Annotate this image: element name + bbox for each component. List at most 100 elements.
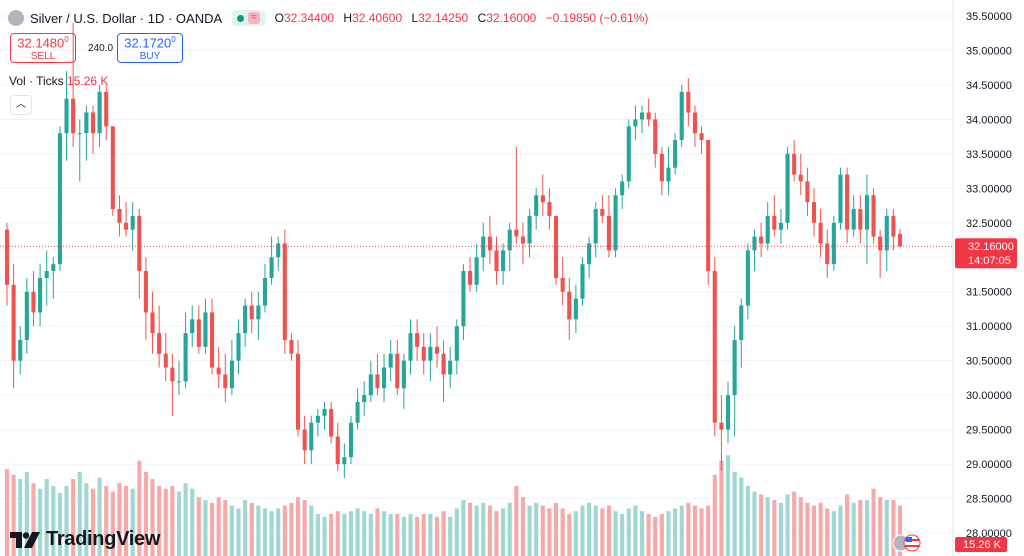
- volume-bar: [752, 491, 757, 556]
- volume-bar: [845, 494, 850, 556]
- candle-body: [600, 209, 605, 216]
- volume-bar: [811, 505, 817, 556]
- volume-bar: [223, 500, 228, 556]
- candle-body: [838, 174, 843, 223]
- y-tick-label: 29.50000: [966, 425, 1012, 437]
- volume-bar: [24, 472, 29, 556]
- candle-body: [282, 243, 287, 340]
- volume-bar: [84, 483, 89, 556]
- symbol-title[interactable]: Silver / U.S. Dollar · 1D · OANDA: [30, 10, 223, 26]
- candle-body: [236, 333, 241, 361]
- price-axis[interactable]: 35.50000 35.00000 34.50000 34.00000 33.50000…: [952, 0, 1024, 556]
- candle-body: [381, 367, 387, 389]
- volume-bar: [64, 486, 69, 556]
- volume-bar: [831, 511, 836, 556]
- candle-body: [467, 271, 473, 285]
- candle-body: [362, 395, 367, 403]
- candle-body: [415, 333, 420, 347]
- candle-body: [831, 222, 836, 265]
- candle-body: [567, 291, 572, 320]
- volume-bar: [302, 500, 307, 556]
- volume-bar: [71, 479, 76, 556]
- volume-last-box: [955, 537, 1007, 552]
- volume-bar: [381, 511, 387, 556]
- volume-bar: [507, 502, 512, 556]
- volume-bar: [686, 502, 691, 556]
- collapse-legend-button[interactable]: ︿: [10, 95, 32, 115]
- volume-bar: [527, 505, 532, 556]
- candle-body: [421, 346, 426, 361]
- candle-body: [560, 277, 565, 292]
- candle-body: [593, 209, 598, 244]
- volume-bar: [725, 455, 731, 556]
- tradingview-wordmark: TradingView: [46, 528, 161, 550]
- volume-bar: [256, 505, 261, 556]
- volume-bar: [745, 486, 750, 556]
- volume-bar: [57, 493, 62, 556]
- volume-bars: [4, 455, 903, 556]
- candle-body: [785, 153, 790, 223]
- volume-bar: [124, 486, 129, 556]
- candle-body: [441, 353, 446, 375]
- volume-bar: [38, 488, 43, 556]
- candle-body: [646, 112, 651, 120]
- candle-body: [520, 236, 526, 244]
- volume-bar: [679, 505, 684, 556]
- tradingview-logo[interactable]: TradingView: [10, 528, 160, 551]
- volume-bar: [315, 514, 320, 556]
- volume-bar: [540, 505, 545, 556]
- candle-body: [309, 422, 314, 451]
- volume-legend[interactable]: Vol · Ticks 15.26 K: [9, 74, 108, 88]
- candle-body: [871, 195, 876, 237]
- candle-body: [481, 236, 486, 258]
- volume-bar: [355, 508, 360, 556]
- volume-bar: [474, 505, 479, 556]
- change-value: −0.19850 (−0.61%): [545, 11, 649, 25]
- volume-bar: [44, 479, 49, 556]
- candle-body: [659, 153, 664, 182]
- candle-body: [269, 257, 274, 278]
- candle-body: [666, 167, 671, 182]
- candle-body: [752, 236, 757, 251]
- candle-body: [679, 91, 684, 141]
- volume-bar: [620, 514, 625, 556]
- candle-body: [864, 195, 869, 230]
- volume-bar: [196, 497, 201, 556]
- volume-bar: [269, 511, 274, 556]
- y-tick-label: 35.00000: [966, 45, 1012, 57]
- volume-bar: [613, 511, 618, 556]
- candle-body: [825, 243, 830, 265]
- volume-bar: [481, 502, 486, 556]
- volume-bar: [553, 502, 559, 556]
- volume-bar: [580, 505, 585, 556]
- candle-body: [891, 215, 896, 237]
- volume-bar: [501, 508, 506, 556]
- volume-bar: [276, 508, 281, 556]
- volume-bar: [322, 516, 327, 556]
- buy-button[interactable]: 32.17200 BUY: [117, 33, 183, 63]
- volume-last-label: 15.26 K: [963, 539, 1002, 551]
- candle-body: [639, 112, 645, 120]
- high-key: H: [343, 11, 353, 25]
- volume-bar: [798, 497, 803, 556]
- y-tick-label: 28.50000: [966, 494, 1012, 506]
- volume-bar: [421, 514, 426, 556]
- market-status-toggle[interactable]: ≈: [232, 10, 265, 26]
- volume-bar: [467, 502, 473, 556]
- candle-body: [130, 215, 135, 230]
- candle-body: [190, 319, 195, 334]
- candle-body: [725, 395, 731, 430]
- sell-button[interactable]: 32.14800 SELL: [10, 33, 76, 63]
- candle-body: [110, 126, 115, 210]
- silver-symbol-icon: [8, 10, 24, 26]
- candle-body: [375, 374, 380, 389]
- candle-body: [163, 353, 168, 368]
- volume-bar: [547, 508, 552, 556]
- volume-bar: [878, 497, 883, 556]
- volume-bar: [163, 488, 168, 556]
- candle-body: [229, 360, 234, 389]
- volume-bar: [282, 505, 287, 556]
- candle-body: [64, 98, 69, 134]
- buy-label: BUY: [139, 50, 161, 62]
